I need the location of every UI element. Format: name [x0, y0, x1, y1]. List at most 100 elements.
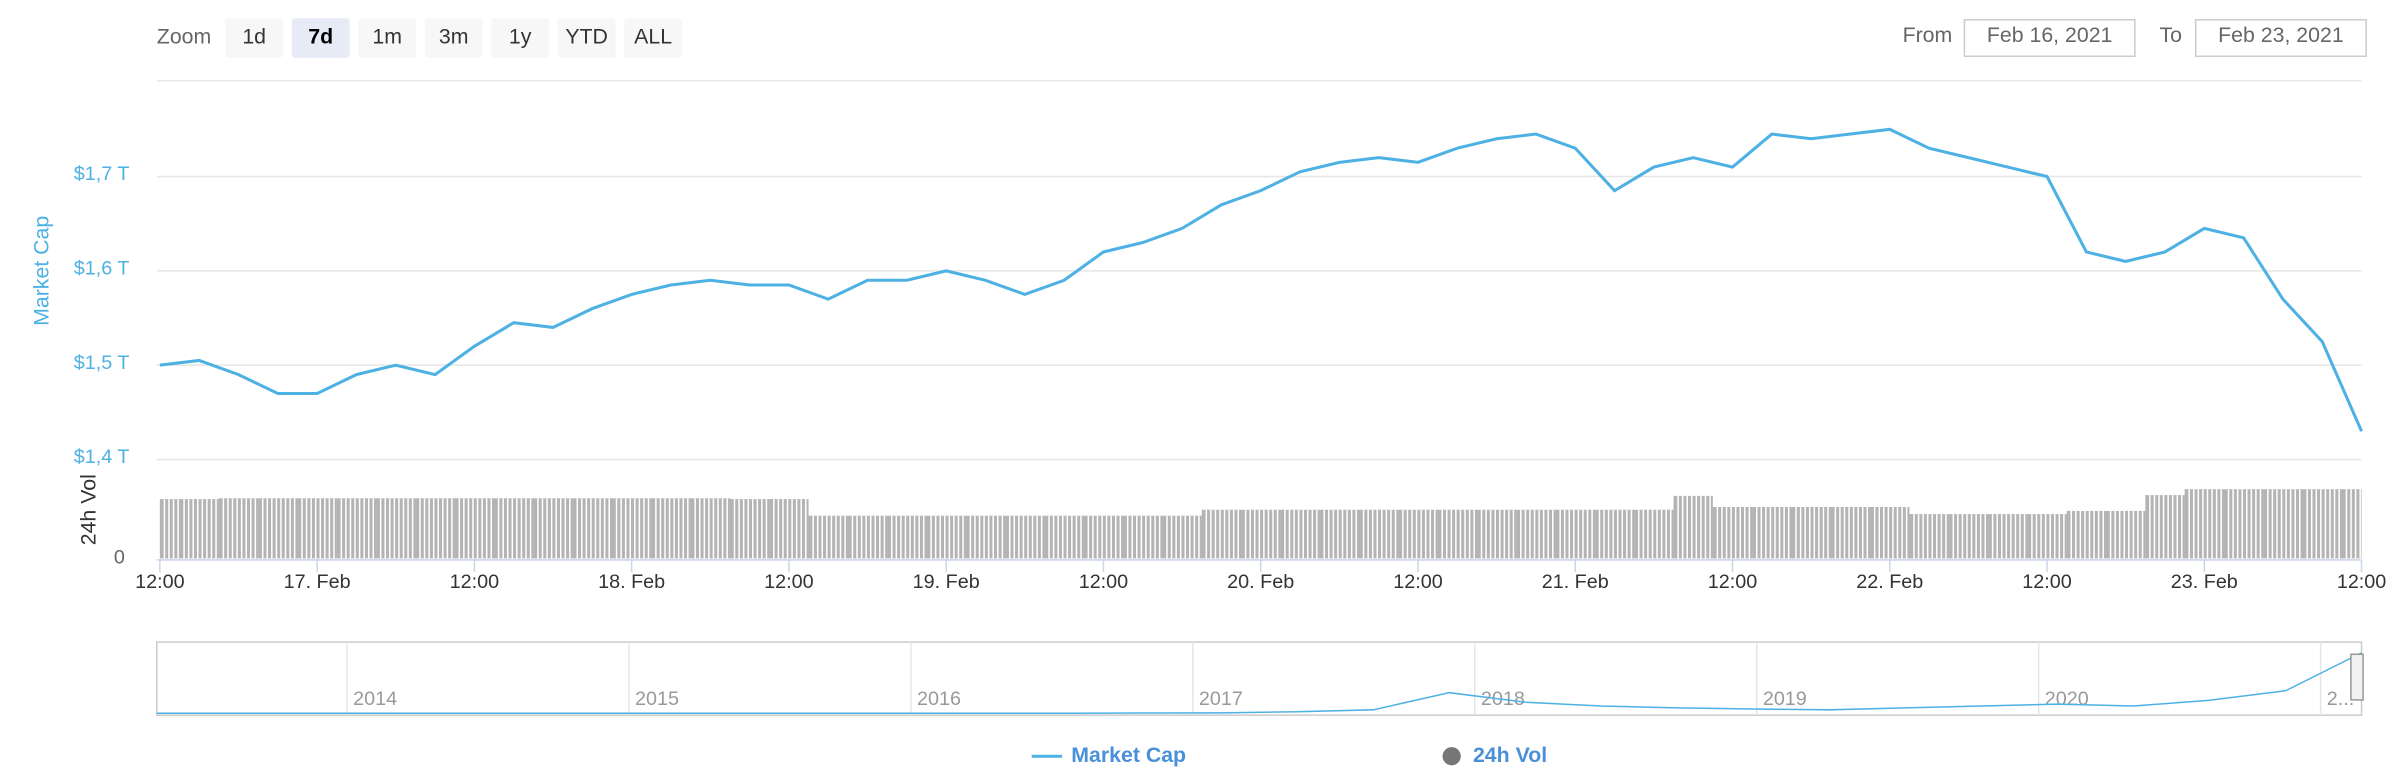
x-tick-label: 23. Feb [2171, 571, 2238, 593]
to-input[interactable] [2194, 19, 2367, 58]
navigator-line [156, 652, 2362, 714]
volume-bar [2302, 489, 2342, 559]
y2-axis-title: 24h Vol [76, 474, 100, 545]
x-tick-label: 12:00 [1708, 571, 1757, 593]
volume-bar [1830, 506, 1871, 559]
volume-bar [258, 498, 298, 559]
volume-bar [297, 498, 337, 559]
volume-bar [2184, 489, 2224, 559]
from-label: From [1903, 23, 1953, 47]
volume-bar [2066, 510, 2107, 559]
volume-bar [2263, 489, 2303, 559]
x-tick-label: 12:00 [1393, 571, 1442, 593]
navigator-tick-label: 2020 [2045, 688, 2089, 710]
x-tick-label: 22. Feb [1856, 571, 1923, 593]
volume-bar [1162, 515, 1202, 559]
zoom-button[interactable] [291, 18, 350, 58]
volume-bar [1516, 509, 1556, 559]
volume-bar [769, 499, 809, 559]
navigator-tick-label: 2017 [1199, 688, 1243, 710]
x-tick-label: 12:00 [2022, 571, 2071, 593]
volume-bar [1791, 506, 1831, 559]
volume-bar [1594, 509, 1635, 559]
zoom-button-label: ALL [634, 25, 672, 49]
legend-marker [1442, 747, 1461, 766]
y2-tick-label: 0 [114, 547, 125, 569]
volume-bar [415, 498, 455, 559]
from-input[interactable] [1963, 19, 2136, 58]
to-label: To [2160, 23, 2183, 47]
x-tick-label: 12:00 [450, 571, 499, 593]
zoom-button[interactable] [491, 18, 550, 58]
volume-bar [376, 498, 416, 559]
volume-bar [926, 515, 966, 559]
volume-bar [2223, 489, 2264, 559]
to-value: Feb 23, 2021 [2218, 23, 2344, 47]
volume-bar [1201, 509, 1242, 559]
volume-bar [651, 498, 691, 559]
volume-bar [218, 498, 259, 559]
volume-bar [1005, 515, 1045, 559]
y-tick-label: $1,5 T [74, 352, 130, 374]
legend-label[interactable]: 24h Vol [1473, 743, 1547, 767]
navigator-tick-label: 2015 [635, 688, 679, 710]
navigator-handle[interactable] [2350, 653, 2364, 701]
zoom-button[interactable] [225, 18, 284, 58]
volume-bar [729, 499, 770, 559]
navigator-tick-label: 2014 [353, 688, 397, 710]
volume-bar [611, 498, 652, 559]
navigator-tick-label: 2... [2327, 688, 2354, 710]
volume-bar [1123, 515, 1163, 559]
y-tick-label: $1,4 T [74, 446, 130, 468]
volume-bar [690, 498, 730, 559]
navigator-tick-label: 2019 [1763, 688, 1807, 710]
volume-bar [1476, 509, 1517, 559]
volume-bar [1752, 506, 1792, 559]
x-tick-label: 21. Feb [1542, 571, 1609, 593]
zoom-button-label: YTD [565, 25, 608, 49]
volume-bar [1673, 495, 1713, 559]
x-tick-label: 18. Feb [598, 571, 665, 593]
volume-bar [1044, 515, 1084, 559]
zoom-button-label: 3m [439, 25, 469, 49]
volume-bar [887, 515, 927, 559]
x-tick-label: 20. Feb [1227, 571, 1294, 593]
x-tick-label: 19. Feb [913, 571, 980, 593]
zoom-button[interactable] [624, 18, 683, 58]
x-tick-label: 12:00 [2337, 571, 2386, 593]
volume-bar [808, 515, 848, 559]
volume-bar [2145, 495, 2185, 559]
zoom-button[interactable] [358, 18, 417, 58]
volume-bar [1988, 514, 2028, 559]
volume-bar [179, 499, 219, 559]
legend-label[interactable]: Market Cap [1071, 743, 1186, 767]
x-tick-label: 12:00 [764, 571, 813, 593]
x-tick-label: 17. Feb [284, 571, 351, 593]
navigator-tick-label: 2016 [917, 688, 961, 710]
zoom-button-label: 7d [308, 25, 333, 49]
zoom-label: Zoom [157, 25, 211, 49]
volume-bar [1083, 515, 1124, 559]
zoom-button[interactable] [557, 18, 616, 58]
volume-bar [2027, 514, 2067, 559]
volume-bar [1241, 509, 1281, 559]
volume-bar [1870, 506, 1910, 559]
y-axis-title: Market Cap [29, 216, 53, 326]
navigator[interactable] [156, 641, 2363, 716]
volume-bar [1319, 509, 1360, 559]
volume-bar [1712, 506, 1753, 559]
volume-bar [1359, 509, 1399, 559]
y-tick-label: $1,6 T [74, 258, 130, 280]
volume-bar [494, 498, 534, 559]
zoom-button[interactable] [424, 18, 483, 58]
volume-bar [1437, 509, 1477, 559]
volume-bar [2106, 510, 2146, 559]
zoom-button-label: 1y [509, 25, 532, 49]
volume-bar [1555, 509, 1595, 559]
volume-bar [533, 498, 573, 559]
volume-bar [1634, 509, 1674, 559]
volume-bar [1280, 509, 1320, 559]
volume-bar [572, 498, 612, 559]
x-tick-label: 12:00 [1079, 571, 1128, 593]
